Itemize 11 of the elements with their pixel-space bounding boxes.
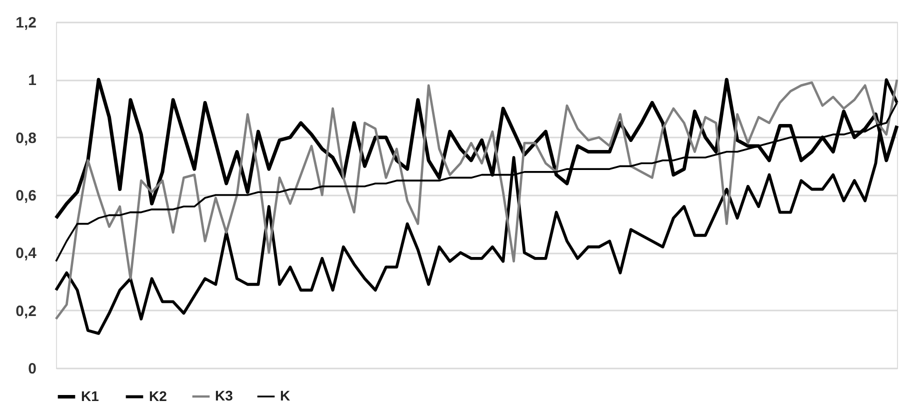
legend-label: K (280, 388, 290, 404)
legend-label: K3 (215, 388, 234, 404)
y-tick-label: 0,6 (16, 188, 36, 204)
y-tick-label: 1 (28, 72, 36, 90)
y-tick-label: 1,2 (16, 14, 36, 32)
y-tick-label: 0,8 (16, 130, 36, 147)
legend-label: K2 (149, 388, 168, 404)
y-tick-label: 0,2 (16, 302, 36, 320)
y-tick-label: 0,4 (16, 245, 38, 262)
legend-label: K1 (81, 388, 100, 404)
y-tick-label: 0 (28, 360, 36, 378)
